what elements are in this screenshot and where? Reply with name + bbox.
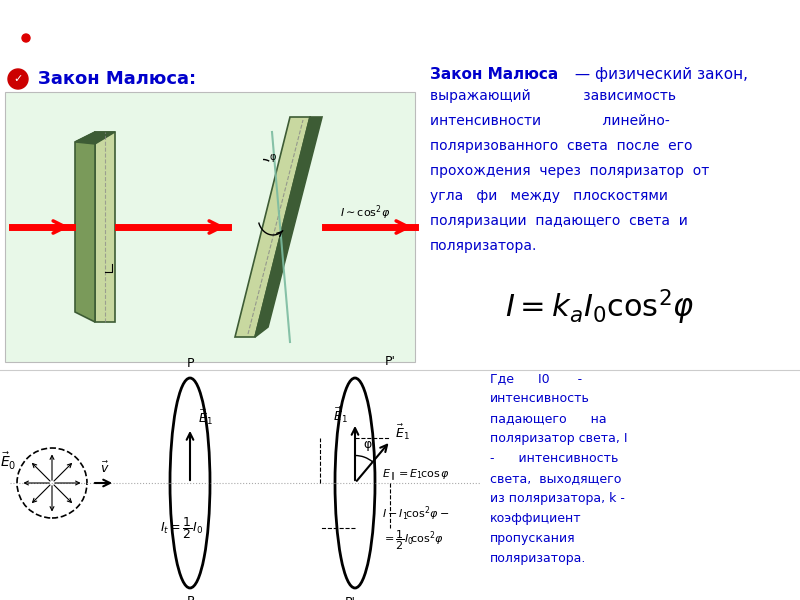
Text: выражающий            зависимость: выражающий зависимость bbox=[430, 89, 676, 103]
Circle shape bbox=[21, 34, 25, 38]
Circle shape bbox=[29, 29, 34, 35]
Circle shape bbox=[38, 24, 42, 27]
Circle shape bbox=[21, 24, 23, 27]
Polygon shape bbox=[255, 117, 322, 337]
Circle shape bbox=[34, 31, 39, 37]
Polygon shape bbox=[75, 132, 95, 322]
Text: поляризатора.: поляризатора. bbox=[430, 239, 538, 253]
Circle shape bbox=[28, 24, 32, 29]
Text: коэффициент: коэффициент bbox=[490, 512, 582, 525]
Text: $I_t = \dfrac{1}{2}I_0$: $I_t = \dfrac{1}{2}I_0$ bbox=[160, 515, 203, 541]
Circle shape bbox=[40, 35, 43, 38]
Circle shape bbox=[34, 45, 37, 47]
Text: света,  выходящего: света, выходящего bbox=[490, 472, 622, 485]
Text: падающего      на: падающего на bbox=[490, 412, 606, 425]
Text: P': P' bbox=[345, 596, 355, 600]
Text: P: P bbox=[186, 595, 194, 600]
Circle shape bbox=[31, 33, 34, 35]
Polygon shape bbox=[95, 132, 115, 322]
Circle shape bbox=[23, 30, 26, 32]
Text: поляризатора.: поляризатора. bbox=[490, 552, 586, 565]
Circle shape bbox=[22, 14, 26, 19]
Circle shape bbox=[32, 19, 37, 24]
Circle shape bbox=[38, 46, 43, 52]
Circle shape bbox=[47, 16, 50, 18]
Text: $I = k_a I_0 \cos^2\!\varphi$: $I = k_a I_0 \cos^2\!\varphi$ bbox=[505, 287, 694, 327]
Text: $I \sim \cos^2\!\varphi$: $I \sim \cos^2\!\varphi$ bbox=[340, 204, 390, 223]
Circle shape bbox=[31, 32, 34, 35]
Circle shape bbox=[29, 22, 34, 27]
Text: $I - I_1\!\cos^2\!\varphi -$: $I - I_1\!\cos^2\!\varphi -$ bbox=[382, 505, 450, 523]
Text: $\vec{E}_1$: $\vec{E}_1$ bbox=[198, 408, 213, 427]
Text: из поляризатора, k -: из поляризатора, k - bbox=[490, 492, 625, 505]
Text: поляризации  падающего  света  и: поляризации падающего света и bbox=[430, 214, 688, 228]
Text: φ: φ bbox=[363, 438, 371, 451]
Circle shape bbox=[40, 20, 43, 24]
Text: — физический закон,: — физический закон, bbox=[570, 67, 748, 82]
Circle shape bbox=[24, 42, 28, 46]
Text: φ: φ bbox=[270, 152, 277, 162]
Circle shape bbox=[30, 22, 34, 25]
Circle shape bbox=[42, 22, 46, 25]
Text: УНИВЕРСИТЕТ ИТМО: УНИВЕРСИТЕТ ИТМО bbox=[75, 21, 290, 39]
Circle shape bbox=[53, 22, 57, 26]
Circle shape bbox=[54, 34, 59, 38]
Text: P': P' bbox=[385, 355, 395, 368]
Text: интенсивности              линейно-: интенсивности линейно- bbox=[430, 114, 670, 128]
Text: $\vec{E}_0$: $\vec{E}_0$ bbox=[0, 451, 17, 472]
Text: поляризованного  света  после  его: поляризованного света после его bbox=[430, 139, 693, 153]
Polygon shape bbox=[235, 117, 310, 337]
Text: $= \dfrac{1}{2}I_0\!\cos^2\!\varphi$: $= \dfrac{1}{2}I_0\!\cos^2\!\varphi$ bbox=[382, 528, 444, 551]
Text: интенсивность: интенсивность bbox=[490, 392, 590, 405]
Text: $\vec{E}_1$: $\vec{E}_1$ bbox=[395, 422, 410, 442]
Text: поляризатор света, I: поляризатор света, I bbox=[490, 432, 627, 445]
Circle shape bbox=[47, 17, 52, 22]
Text: угла   фи   между   плоскостями: угла фи между плоскостями bbox=[430, 189, 668, 203]
Text: $E_{\parallel} = E_1\!\cos\varphi$: $E_{\parallel} = E_1\!\cos\varphi$ bbox=[382, 467, 450, 484]
Circle shape bbox=[31, 36, 35, 40]
Text: ✓: ✓ bbox=[14, 74, 22, 84]
Circle shape bbox=[8, 69, 28, 89]
Circle shape bbox=[39, 25, 44, 29]
Circle shape bbox=[30, 35, 33, 38]
Circle shape bbox=[54, 25, 58, 28]
Circle shape bbox=[32, 23, 37, 28]
FancyBboxPatch shape bbox=[5, 92, 415, 362]
Circle shape bbox=[53, 30, 56, 33]
Text: $\vec{v}$: $\vec{v}$ bbox=[100, 461, 110, 476]
Polygon shape bbox=[75, 132, 115, 144]
Text: прохождения  через  поляризатор  от: прохождения через поляризатор от bbox=[430, 164, 710, 178]
Text: Где      I0       -: Где I0 - bbox=[490, 372, 582, 385]
Circle shape bbox=[53, 27, 58, 32]
Circle shape bbox=[22, 40, 24, 42]
Text: пропускания: пропускания bbox=[490, 532, 576, 545]
Text: P: P bbox=[186, 357, 194, 370]
Circle shape bbox=[30, 16, 36, 22]
Circle shape bbox=[30, 26, 34, 30]
Circle shape bbox=[22, 34, 30, 42]
Circle shape bbox=[26, 31, 29, 32]
Text: Закон Малюса:: Закон Малюса: bbox=[38, 70, 196, 88]
Text: Закон Малюса: Закон Малюса bbox=[430, 67, 558, 82]
Circle shape bbox=[34, 23, 38, 27]
Text: -      интенсивность: - интенсивность bbox=[490, 452, 618, 465]
Text: $\vec{E}_1$: $\vec{E}_1$ bbox=[333, 406, 348, 425]
